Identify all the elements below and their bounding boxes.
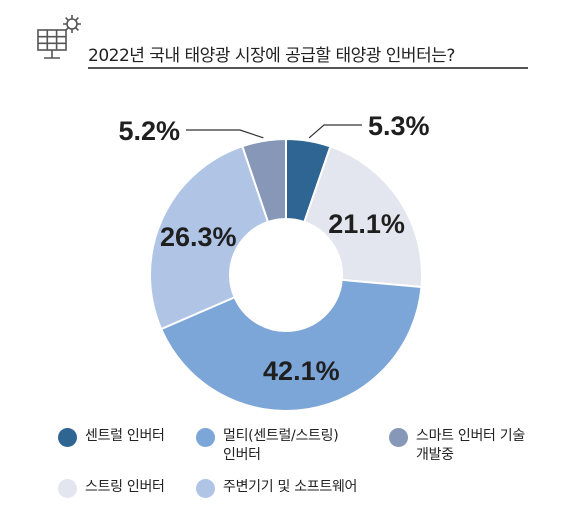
title-underline: [88, 67, 528, 69]
leader-line: [308, 124, 362, 139]
donut-slice: [149, 144, 270, 331]
data-label: 42.1%: [263, 356, 340, 386]
data-label: 21.1%: [328, 209, 405, 239]
data-label: 26.3%: [160, 222, 237, 252]
donut-slice: [159, 278, 423, 412]
data-label: 5.2%: [118, 116, 180, 146]
page-title: 2022년 국내 태양광 시장에 공급할 태양광 인버터는?: [88, 46, 455, 66]
donut-slice: [241, 137, 287, 224]
chart-header: 2022년 국내 태양광 시장에 공급할 태양광 인버터는?: [30, 10, 530, 70]
donut-slice: [303, 145, 423, 289]
leader-line: [186, 129, 264, 139]
data-label: 5.3%: [368, 111, 430, 141]
solar-panel-gear-icon: [37, 15, 81, 59]
